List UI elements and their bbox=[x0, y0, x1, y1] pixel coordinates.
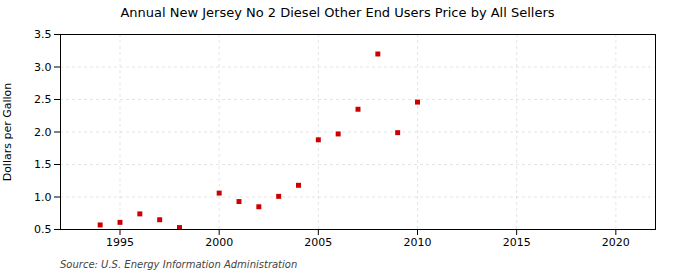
svg-text:3.0: 3.0 bbox=[34, 61, 52, 74]
svg-text:2.0: 2.0 bbox=[34, 126, 52, 139]
svg-text:2015: 2015 bbox=[503, 236, 531, 249]
svg-text:3.5: 3.5 bbox=[34, 28, 52, 41]
svg-text:2.5: 2.5 bbox=[34, 93, 52, 106]
svg-text:2020: 2020 bbox=[602, 236, 630, 249]
svg-text:0.5: 0.5 bbox=[34, 223, 52, 236]
svg-text:2010: 2010 bbox=[404, 236, 432, 249]
svg-text:1.5: 1.5 bbox=[34, 158, 52, 171]
svg-text:Dollars per Gallon: Dollars per Gallon bbox=[1, 83, 14, 182]
svg-text:2000: 2000 bbox=[205, 236, 233, 249]
html-text:Annual New Jersey No 2 Diesel: Annual New Jersey No 2 Diesel Other End … bbox=[120, 5, 555, 20]
html-text:Source: U.S. Energy Informatio: Source: U.S. Energy Information Administ… bbox=[60, 259, 298, 270]
svg-text:2005: 2005 bbox=[304, 236, 332, 249]
svg-text:1.0: 1.0 bbox=[34, 191, 52, 204]
svg-text:1995: 1995 bbox=[106, 236, 134, 249]
